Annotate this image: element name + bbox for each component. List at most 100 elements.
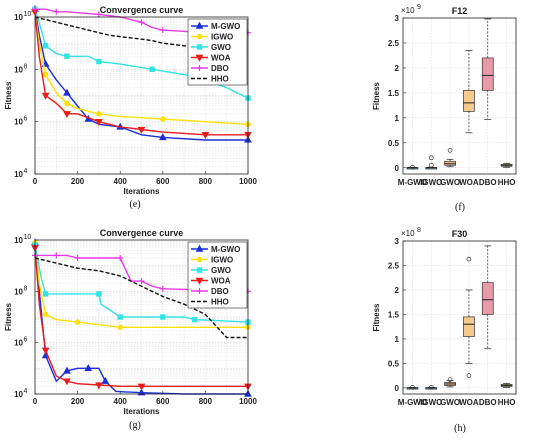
box-hho (500, 383, 513, 388)
data-point (117, 314, 123, 320)
legend-label: HHO (211, 298, 229, 307)
box-gwo (444, 147, 456, 168)
y-axis-label: Fitness (372, 303, 381, 332)
outlier (466, 256, 472, 262)
chart-title: Convergence curve (100, 5, 184, 15)
data-point (138, 278, 145, 285)
data-point (201, 132, 210, 139)
x-tick-label: 200 (71, 177, 85, 186)
series-line-hho (34, 257, 248, 339)
x-tick-label: M-GWO (398, 178, 427, 187)
outlier (428, 385, 434, 390)
y-tick-label: 10 (14, 390, 23, 399)
chart-title: Convergence curve (100, 228, 184, 238)
data-point (160, 314, 166, 320)
y-tick-label: 10 (14, 13, 23, 22)
legend-marker (195, 21, 204, 29)
y-tick-label: 0 (395, 164, 400, 173)
x-tick-label: 1000 (239, 397, 257, 406)
data-point (137, 126, 146, 134)
panel-caption: (e) (129, 199, 140, 210)
x-axis-label: Iterations (123, 187, 160, 196)
legend-label: IGWO (211, 33, 233, 42)
outlier (447, 147, 453, 153)
y-exponent: 9 (417, 4, 421, 11)
x-tick-label: IGWO (420, 398, 442, 407)
box-body (481, 282, 494, 315)
data-point (95, 118, 103, 126)
box-body (463, 316, 475, 337)
box-woa (463, 256, 475, 378)
legend-label: DBO (211, 64, 229, 73)
outlier (410, 385, 415, 390)
legend-label: HHO (211, 75, 229, 84)
x-tick-label: 800 (199, 177, 213, 186)
x-tick-label: 600 (156, 177, 170, 186)
series-line-hho (34, 16, 249, 52)
legend-marker (196, 44, 203, 50)
x-tick-label: 800 (199, 397, 213, 406)
y-tick-label: 1 (395, 114, 400, 123)
data-point (41, 347, 50, 355)
data-point (149, 66, 155, 73)
legend-label: WOA (211, 277, 231, 286)
legend-label: M-GWO (211, 245, 240, 254)
y-tick-exponent: 6 (24, 337, 28, 344)
y-tick-label: 10 (14, 170, 23, 179)
box-m-gwo (406, 164, 419, 170)
series-line-igwo (34, 11, 249, 125)
y-tick-label: 2 (395, 286, 400, 295)
x-tick-label: GWO (440, 178, 460, 187)
x-tick-label: 400 (114, 177, 128, 186)
y-tick-label: 10 (14, 339, 23, 348)
y-tick-label: 0.5 (388, 359, 400, 368)
legend-marker (196, 288, 203, 294)
legend-marker (195, 244, 204, 252)
axes-frame (402, 17, 517, 175)
x-tick-label: DBO (479, 398, 497, 407)
y-exponent: 8 (417, 227, 421, 234)
data-point (138, 19, 145, 26)
y-tick-label: 3 (395, 237, 400, 246)
data-point (117, 324, 123, 330)
outlier (410, 164, 415, 170)
chart-title: F12 (452, 6, 468, 16)
x-tick-label: WOA (459, 178, 479, 187)
x-axis-label: Iterations (123, 407, 160, 416)
y-tick-label: 0 (395, 384, 400, 393)
x-tick-label: DBO (479, 178, 497, 187)
y-tick-label: 0.5 (388, 139, 400, 148)
x-tick-label: WOA (459, 398, 479, 407)
y-tick-exponent: 4 (24, 388, 28, 395)
panel-caption: (g) (129, 420, 141, 431)
data-point (53, 252, 60, 259)
y-tick-label: 3 (395, 14, 400, 23)
y-tick-label: 2.5 (388, 39, 400, 48)
axes-frame (34, 239, 249, 395)
data-point (74, 254, 81, 261)
x-tick-label: 200 (71, 397, 85, 406)
data-point (192, 316, 198, 323)
box-gwo (444, 377, 456, 388)
y-exponent-base: ×10 (401, 229, 415, 238)
panel-caption: (f) (455, 202, 465, 213)
y-tick-label: 2.5 (388, 261, 400, 270)
x-tick-label: GWO (440, 398, 460, 407)
chart-title: F30 (452, 229, 468, 239)
data-point (63, 88, 71, 96)
y-tick-exponent: 10 (24, 234, 32, 241)
legend-marker (196, 33, 203, 40)
legend-label: M-GWO (211, 22, 240, 31)
x-tick-label: 1000 (239, 177, 257, 186)
x-tick-label: HHO (498, 178, 516, 187)
data-point (96, 58, 102, 65)
series-line-woa (34, 247, 248, 387)
y-tick-label: 10 (14, 65, 23, 74)
data-point (160, 116, 166, 122)
box-dbo (481, 18, 494, 120)
data-point (64, 100, 70, 107)
